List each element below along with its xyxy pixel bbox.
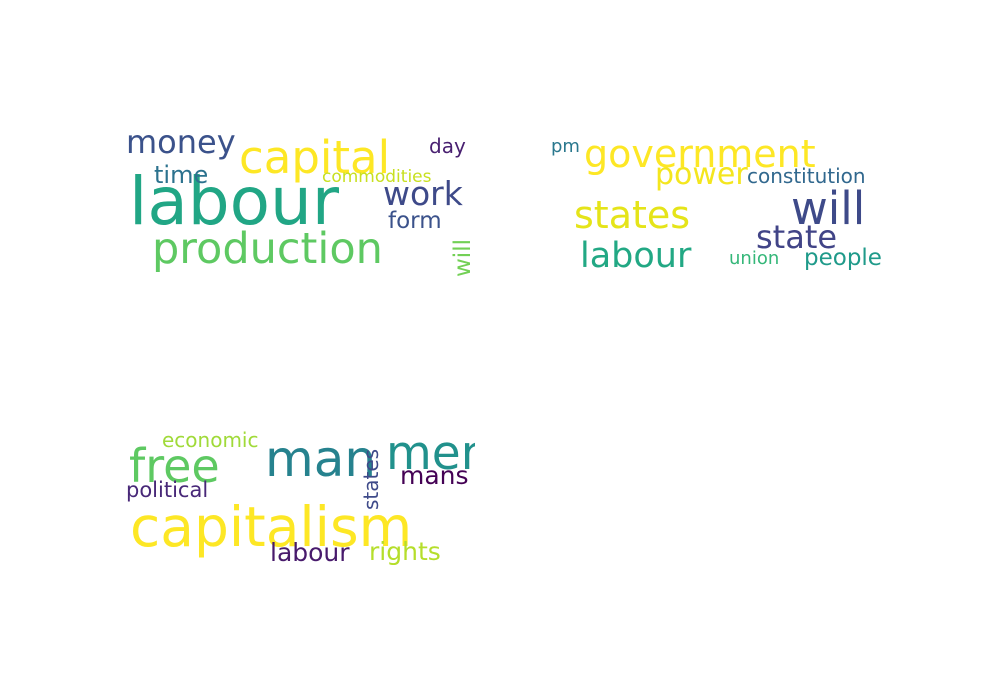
word-cloud-2: government will states state power labour cons… [550,125,900,280]
word-production: production [152,224,383,274]
word-state: state [756,218,838,256]
word-men: men [386,426,475,481]
word-people: people [804,245,882,271]
word-power: power [655,157,748,192]
word-money: money [126,125,236,161]
word-pm: pm [551,136,580,157]
word-will: will [791,182,866,235]
word-labour: labour [270,538,350,567]
word-form: form [388,208,442,234]
word-capital: capital [239,131,391,184]
word-states: states [359,448,383,510]
word-time: time [154,161,209,189]
word-union: union [729,248,780,269]
word-economic: economic [162,428,259,452]
word-constitution: constitution [747,164,866,188]
word-mans: mans [400,461,469,490]
word-government: government [584,132,816,176]
word-commodities: commodities [322,167,432,187]
word-cloud-3: capitalism manmen free mans political economi… [125,425,475,580]
word-capitalism: capitalism [130,495,413,559]
word-labour: labour [580,236,692,276]
word-political: political [126,478,209,502]
word-states: states [574,193,691,237]
word-cloud-1: labour production capital money work time comm… [125,125,475,280]
word-labour: labour [129,163,340,240]
word-work: work [383,174,463,213]
word-will: will [450,239,475,277]
word-rights: rights [369,537,441,566]
word-free: free [129,439,220,493]
word-man: man [265,430,377,488]
word-day: day [429,134,466,158]
